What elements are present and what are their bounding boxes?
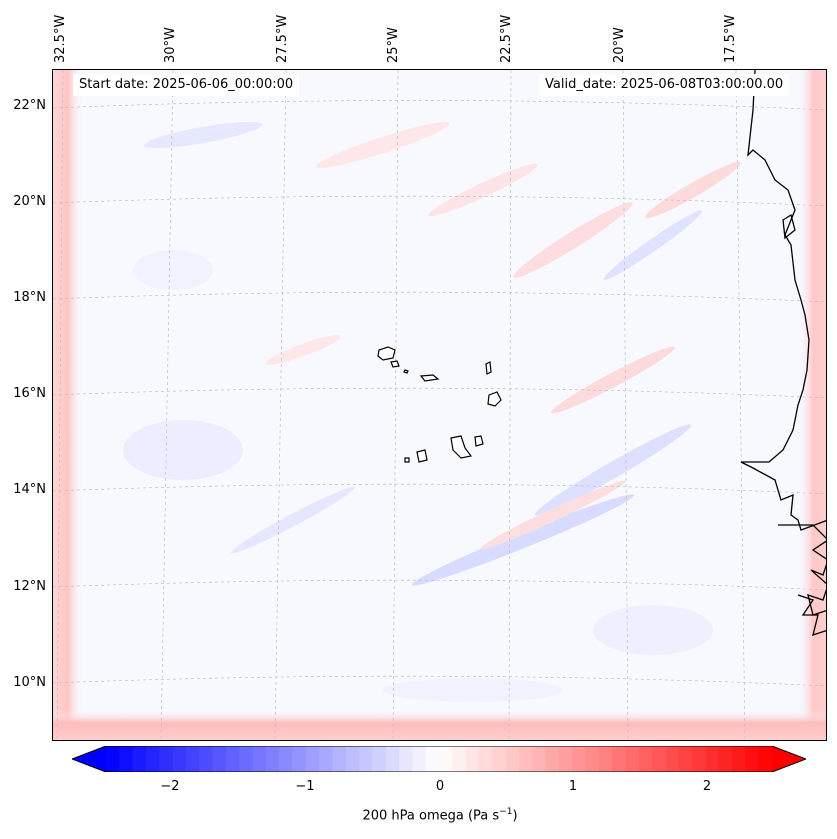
cape-verde-islands (377, 346, 502, 463)
colorbar-min-extend (72, 746, 106, 772)
lon-label-25w: 25°W (386, 27, 401, 63)
colorbar-cell (598, 746, 613, 772)
colorbar-cell (585, 746, 600, 772)
lat-label-14n: 14°N (13, 482, 46, 497)
colorbar-cell (385, 746, 400, 772)
colorbar-cell (678, 746, 693, 772)
colorbar-cell (359, 746, 373, 772)
colorbar-cell (478, 746, 493, 772)
colorbar-cell (492, 746, 507, 772)
colorbar-cell (732, 746, 746, 772)
lon-label-20w: 20°W (612, 27, 627, 63)
colorbar-cell (465, 746, 480, 772)
colorbar-cell (199, 746, 214, 772)
colorbar-cell (372, 746, 387, 772)
map-canvas (53, 70, 826, 740)
lat-label-20n: 20°N (13, 194, 46, 209)
colorbar-cell (532, 746, 547, 772)
colorbar-title: 200 hPa omega (Pa s−1) (0, 807, 837, 823)
colorbar-cell (172, 746, 187, 772)
colorbar-cell (612, 746, 626, 772)
colorbar-cell (545, 746, 560, 772)
lon-label-32-5w: 32.5°W (53, 14, 68, 63)
colorbar-gradient (72, 746, 806, 772)
colorbar-cell (332, 746, 347, 772)
lon-label-27-5w: 27.5°W (275, 14, 290, 63)
lat-label-12n: 12°N (13, 579, 46, 594)
edge-bottom-band (53, 710, 826, 740)
colorbar-cell (265, 746, 280, 772)
lat-label-10n: 10°N (13, 675, 46, 690)
colorbar-title-sup: −1 (499, 807, 513, 817)
colorbar-cell (159, 746, 174, 772)
lat-label-18n: 18°N (13, 290, 46, 305)
colorbar-cell (652, 746, 666, 772)
colorbar-cell (239, 746, 254, 772)
colorbar-cell (132, 746, 147, 772)
colorbar-cell (452, 746, 467, 772)
colorbar-cell (625, 746, 640, 772)
colorbar-tick-label: −1 (295, 779, 315, 794)
colorbar-cell (665, 746, 680, 772)
colorbar-cell (319, 746, 333, 772)
colorbar (72, 746, 806, 772)
colorbar-cell (345, 746, 360, 772)
colorbar-cell (292, 746, 307, 772)
colorbar-title-main: 200 hPa omega (Pa s (362, 808, 500, 824)
colorbar-cell (425, 746, 440, 772)
omega-field (123, 121, 741, 702)
colorbar-cell (558, 746, 573, 772)
colorbar-cell (212, 746, 227, 772)
colorbar-cell (305, 746, 320, 772)
lon-label-17-5w: 17.5°W (723, 14, 738, 63)
colorbar-cell (439, 746, 453, 772)
edge-right-band (798, 70, 826, 740)
coastline (740, 70, 826, 636)
lon-label-22-5w: 22.5°W (499, 14, 514, 63)
colorbar-cell (745, 746, 760, 772)
colorbar-cell (145, 746, 160, 772)
start-date-label: Start date: 2025-06-06_00:00:00 (73, 74, 300, 96)
colorbar-cell (638, 746, 653, 772)
colorbar-cell (399, 746, 413, 772)
colorbar-tick-label: 1 (568, 779, 578, 794)
lon-label-30w: 30°W (163, 27, 178, 63)
colorbar-cell (412, 746, 427, 772)
colorbar-tick-label: 2 (702, 779, 712, 794)
colorbar-cell (572, 746, 587, 772)
colorbar-cell (718, 746, 733, 772)
edge-left-band (53, 70, 83, 740)
map-panel (52, 69, 827, 741)
valid-date-label: Valid_date: 2025-06-08T03:00:00.00 (539, 74, 790, 96)
colorbar-tick-label: 0 (435, 779, 445, 794)
colorbar-cell (252, 746, 267, 772)
colorbar-cell (279, 746, 293, 772)
colorbar-cell (692, 746, 706, 772)
colorbar-cell (119, 746, 134, 772)
graticule (53, 70, 826, 740)
colorbar-cell (505, 746, 520, 772)
lat-label-22n: 22°N (13, 98, 46, 113)
colorbar-max-extend (772, 746, 806, 772)
colorbar-cell (758, 746, 773, 772)
colorbar-title-end: ) (512, 808, 518, 824)
colorbar-tick-label: −2 (160, 779, 180, 794)
colorbar-cell (705, 746, 720, 772)
lat-label-16n: 16°N (13, 386, 46, 401)
colorbar-cell (185, 746, 200, 772)
colorbar-cell (225, 746, 240, 772)
colorbar-cell (518, 746, 533, 772)
colorbar-cell (106, 746, 120, 772)
